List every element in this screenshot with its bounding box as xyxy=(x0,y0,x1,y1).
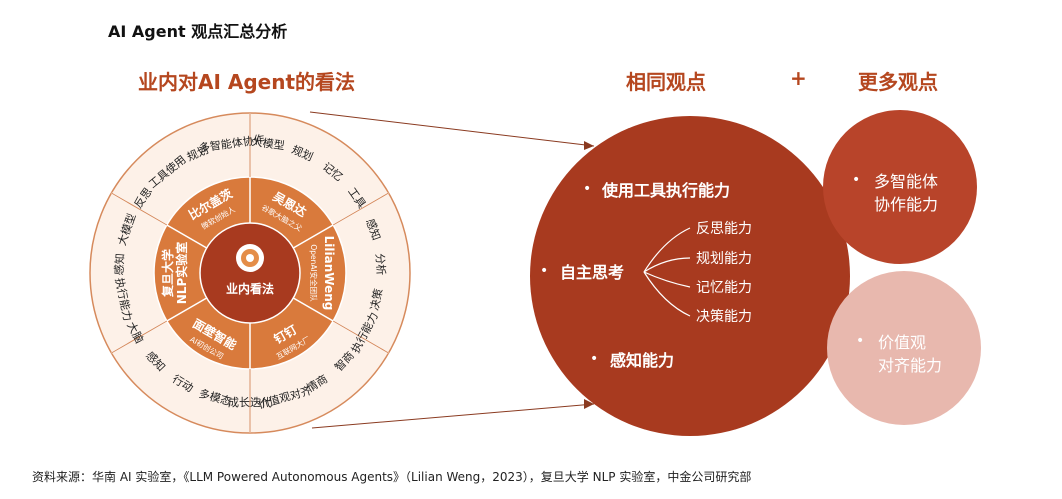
side-item-multi-agent-line2: 协作能力 xyxy=(874,195,938,214)
plus-sign: + xyxy=(790,66,807,90)
connector-arrow-top xyxy=(584,141,594,150)
sub-item-reflection: 反思能力 xyxy=(696,221,752,237)
wheel-center xyxy=(199,222,301,324)
side-circle-multi-agent xyxy=(823,110,977,264)
side-item-multi-agent-line1: 多智能体 xyxy=(874,172,938,191)
expert-desc: OpenAI安全团队 xyxy=(309,244,319,302)
sub-item-memory: 记忆能力 xyxy=(696,280,752,296)
main-common-views-circle xyxy=(530,116,850,436)
outer-label: 成长迭代 xyxy=(228,396,272,409)
connector-line-top xyxy=(309,111,595,147)
outer-label: 决策 xyxy=(367,287,385,311)
side-circle-value-alignment xyxy=(827,271,981,425)
left-heading: 业内对AI Agent的看法 xyxy=(138,70,356,94)
expert-label: 复旦大学 NLP实验室 xyxy=(160,242,189,305)
head-brain-icon xyxy=(236,244,264,272)
connector-arrow-bottom xyxy=(584,399,594,409)
main-item-perception: 感知能力 xyxy=(610,351,674,370)
outer-label: 大模型 xyxy=(251,134,286,152)
source-note: 资料来源：华南 AI 实验室，《LLM Powered Autonomous A… xyxy=(32,470,752,484)
connector-line-bottom xyxy=(311,403,595,429)
more-views-heading: 更多观点 xyxy=(858,70,938,94)
wheel-spoke-outer xyxy=(111,320,168,354)
sub-item-planning: 规划能力 xyxy=(696,251,752,267)
expert-name: 复旦大学 xyxy=(160,249,175,298)
wheel-spoke-outer xyxy=(332,192,389,226)
outer-label: 分析 xyxy=(373,253,388,276)
bullet: • xyxy=(590,351,598,367)
main-item-autonomous-thinking: 自主思考 xyxy=(560,263,624,282)
expert-name-line2: NLP实验室 xyxy=(174,242,189,305)
expert-name: LilianWeng xyxy=(322,236,336,311)
thinking-fan-lines xyxy=(643,227,691,317)
bullet: • xyxy=(852,172,860,188)
outer-label: 感知 xyxy=(363,217,384,242)
bullet: • xyxy=(583,181,591,197)
wheel-spokes xyxy=(111,113,389,433)
bullet: • xyxy=(856,333,864,349)
wheel-spoke-outer xyxy=(332,320,389,354)
sub-item-decision: 决策能力 xyxy=(696,308,752,325)
side-item-value-alignment-line1: 价值观 xyxy=(878,333,926,352)
page-title: AI Agent 观点汇总分析 xyxy=(108,22,288,41)
outer-label: 感知 xyxy=(112,253,127,276)
wheel-center-label: 业内看法 xyxy=(226,281,274,296)
same-views-heading: 相同观点 xyxy=(626,70,706,94)
main-item-tool-use: 使用工具执行能力 xyxy=(601,181,730,200)
wheel-spoke-outer xyxy=(111,192,168,226)
side-item-value-alignment-line2: 对齐能力 xyxy=(878,356,942,375)
bullet: • xyxy=(540,263,548,279)
